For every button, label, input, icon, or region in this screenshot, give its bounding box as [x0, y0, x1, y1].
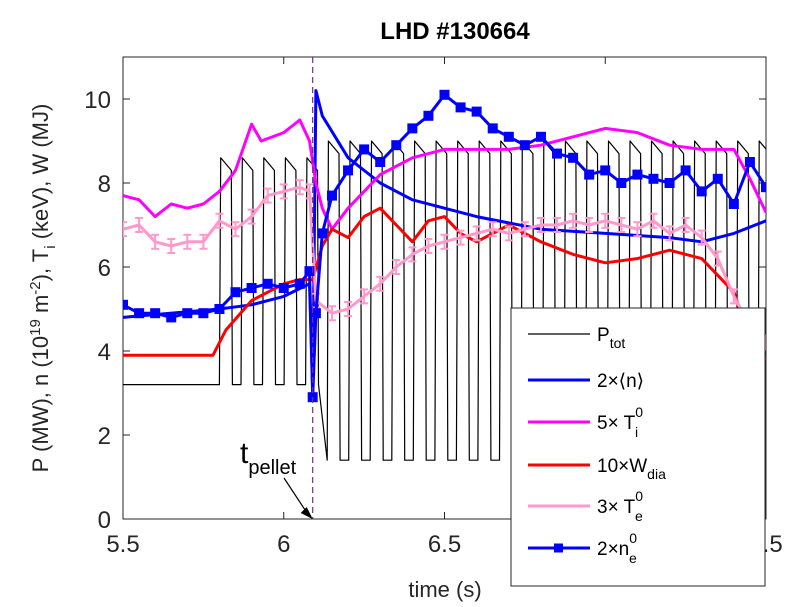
legend-box: [510, 307, 766, 587]
data-point: [246, 283, 257, 293]
legend-label-sub: e: [629, 550, 637, 566]
data-point: [134, 308, 145, 319]
data-point: [471, 106, 482, 117]
pellet-arrow-head: [300, 507, 313, 519]
data-point: [664, 178, 675, 188]
x-axis-label: time (s): [408, 577, 481, 602]
x-tick-label: 6: [277, 531, 290, 558]
data-point: [423, 110, 434, 121]
legend-label-main: 5× T: [597, 413, 636, 434]
data-point: [150, 308, 161, 319]
data-point: [359, 144, 370, 155]
legend-label-main: 2×n: [597, 539, 629, 560]
ylabel-part-6: (keV), W (MJ): [28, 104, 53, 246]
y-tick-label: 4: [98, 339, 111, 366]
chart-title: LHD #130664: [380, 18, 530, 45]
legend-label-sub: i: [635, 424, 638, 440]
legend-label: 3× T0 e: [597, 488, 643, 524]
data-point: [391, 140, 402, 151]
data-point: [648, 173, 659, 184]
legend-label-sup: 0: [629, 530, 637, 546]
data-point: [304, 266, 315, 277]
series-line: [123, 140, 766, 461]
pellet-annotation-sub: pellet: [248, 457, 296, 479]
legend-label-main: P: [597, 325, 610, 346]
ylabel-part-4: ), T: [28, 249, 53, 282]
legend-label: 10×Wdia: [597, 456, 666, 482]
data-point: [123, 299, 128, 310]
pellet-annotation-main: t: [240, 437, 249, 470]
legend-label: 2×n0 e: [597, 530, 637, 566]
legend-label-sup: 0: [635, 404, 643, 420]
data-point: [343, 165, 354, 176]
data-point: [294, 278, 305, 289]
data-point: [584, 169, 595, 180]
data-point: [375, 157, 386, 167]
ylabel-part-1: 19: [27, 319, 44, 336]
data-point: [519, 140, 530, 151]
x-tick-label: 5.5: [106, 531, 139, 558]
legend-label-main: 3× T: [597, 497, 636, 518]
legend-label-sub: e: [635, 508, 643, 524]
data-point: [262, 278, 273, 289]
legend-marker: [554, 543, 563, 553]
pellet-annotation: tpellet: [240, 57, 314, 519]
data-point: [326, 190, 337, 201]
legend-label-main: 10×W: [597, 456, 647, 477]
data-point: [632, 169, 643, 180]
legend-label: 5× T0 i: [597, 404, 643, 440]
series-line: [123, 185, 766, 344]
y-axis-label: P (MW), n (1019 m-2), Ti (keV), W (MJ): [27, 104, 59, 473]
data-point: [407, 123, 418, 134]
data-point: [317, 228, 328, 239]
series-line: [123, 89, 766, 395]
data-point: [503, 131, 514, 142]
data-point: [214, 304, 225, 314]
ylabel-part-3: -2: [27, 281, 44, 294]
y-tick-label: 2: [98, 423, 111, 450]
ylabel-part-5: i: [42, 245, 59, 248]
legend-label: Ptot: [597, 325, 625, 351]
legend-label-sub: tot: [610, 335, 626, 351]
y-tick-label: 10: [84, 87, 111, 114]
legend-label-main: 2×⟨n⟩: [597, 371, 644, 392]
data-point: [761, 182, 766, 193]
data-point: [680, 165, 691, 176]
y-tick-label: 8: [98, 171, 111, 198]
data-point: [696, 186, 707, 197]
data-point: [182, 308, 193, 319]
data-point: [198, 308, 209, 319]
data-point: [616, 178, 627, 188]
y-tick-label: 0: [98, 507, 111, 534]
data-point: [487, 123, 498, 134]
data-point: [535, 131, 546, 142]
ylabel-part-2: m: [28, 295, 53, 319]
data-point: [310, 308, 321, 319]
y-tick-label: 6: [98, 255, 111, 282]
series-line: [123, 206, 766, 361]
pellet-annotation-label: tpellet: [240, 437, 297, 479]
legend-label-sub: dia: [647, 466, 666, 482]
legend-label: 2×⟨n⟩: [597, 371, 644, 392]
ylabel-part-0: P (MW), n (10: [28, 336, 53, 473]
data-point: [278, 283, 289, 293]
data-point: [728, 199, 739, 209]
legend-label-sup: 0: [635, 488, 643, 504]
data-point: [552, 148, 563, 159]
x-tick-label: 6.5: [428, 531, 461, 558]
data-point: [600, 165, 611, 176]
data-point: [439, 89, 450, 100]
data-point: [568, 152, 579, 163]
data-point: [455, 102, 466, 113]
data-point: [166, 312, 177, 323]
data-point: [712, 173, 723, 184]
data-point: [744, 157, 755, 167]
data-point: [230, 287, 241, 298]
